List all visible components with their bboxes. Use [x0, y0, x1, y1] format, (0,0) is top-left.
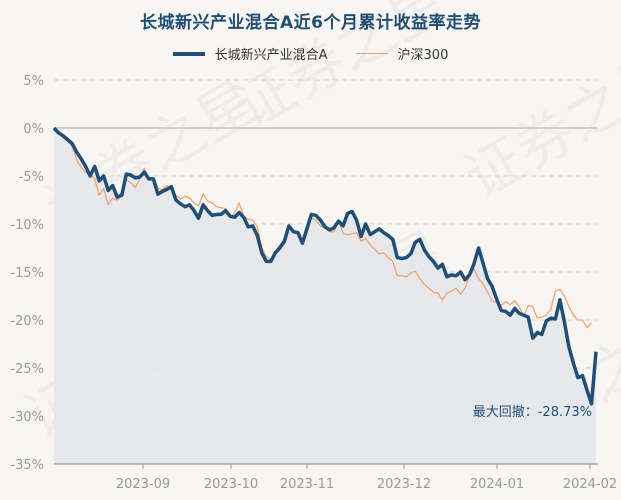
x-tick-label: 2024-02 — [563, 477, 617, 492]
y-tick-label: -10% — [10, 218, 44, 233]
y-tick-label: -5% — [19, 170, 44, 185]
watermark-text: 证券之星 — [223, 0, 458, 142]
legend-item-index[interactable]: 沪深300 — [355, 44, 449, 63]
x-tick-label: 2023-09 — [116, 477, 170, 492]
y-tick-label: 0% — [23, 122, 44, 137]
fund-line — [52, 126, 598, 406]
legend-swatch-index-icon — [355, 52, 388, 55]
legend-item-fund[interactable]: 长城新兴产业混合A — [172, 44, 328, 63]
y-tick-label: -30% — [10, 410, 44, 425]
y-tick-label: -15% — [10, 266, 44, 281]
y-tick-label: -20% — [10, 314, 44, 329]
fund-area-fill — [54, 128, 596, 464]
x-tick-label: 2023-12 — [377, 477, 431, 492]
chart-legend: 长城新兴产业混合A 沪深300 — [0, 44, 621, 63]
watermark-text: 证券之星 — [453, 37, 621, 212]
axes: 2023-09 2023-10 2023-11 2023-12 2024-01 2024-… — [54, 463, 617, 492]
x-tick-label: 2024-01 — [470, 477, 524, 492]
chart-title: 长城新兴产业混合A近6个月累计收益率走势 — [140, 13, 481, 33]
x-tick-label: 2023-11 — [280, 477, 334, 492]
max-drawdown-annotation: 最大回撤：-28.73% — [473, 404, 592, 420]
x-tick-label: 2023-10 — [204, 477, 258, 492]
y-tick-label: -25% — [10, 362, 44, 377]
y-tick-label: -35% — [10, 458, 44, 473]
index-line — [53, 127, 592, 329]
series-lines — [52, 126, 598, 406]
legend-label-fund: 长城新兴产业混合A — [214, 48, 328, 63]
legend-label-index: 沪深300 — [397, 48, 449, 63]
legend-swatch-fund-icon — [172, 51, 205, 56]
y-tick-label: 5% — [23, 74, 44, 89]
